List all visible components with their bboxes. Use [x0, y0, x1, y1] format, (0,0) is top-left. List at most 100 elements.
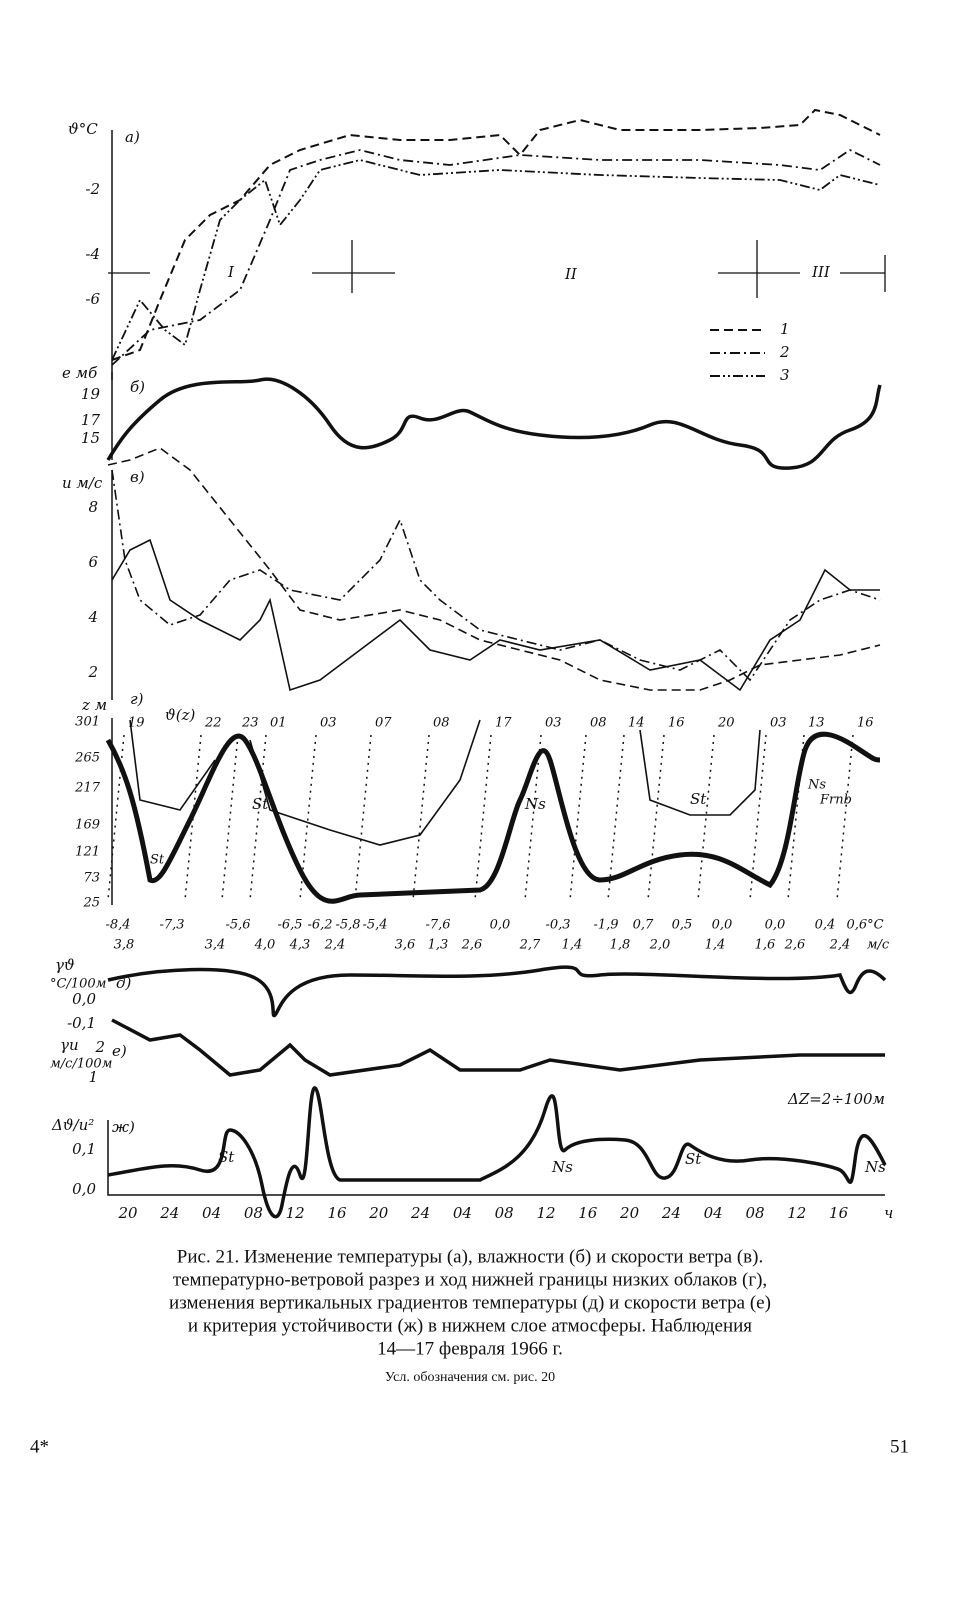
hour-label: 03: [545, 716, 562, 731]
curve-3: [111, 159, 881, 361]
temperature-label: -5,6: [225, 918, 250, 933]
wind-label: 3,4: [205, 938, 226, 953]
caption-line: Рис. 21. Изменение температуры (а), влаж…: [177, 1246, 763, 1267]
wind-label: 1,3: [428, 938, 449, 953]
temperature-label: 0,4: [815, 918, 836, 933]
tick: 301: [75, 715, 100, 730]
temperature-label: -1,9: [593, 918, 618, 933]
cloud: Ns: [864, 1158, 886, 1176]
axis-label: z м: [81, 696, 107, 714]
hour-label: 14: [628, 716, 645, 731]
tick: -4: [85, 245, 100, 263]
wind-curve-1: [107, 447, 881, 691]
wind-label: 2,4: [324, 938, 346, 953]
tick: 217: [74, 781, 101, 796]
period: III: [811, 263, 831, 281]
time-tick: 12: [536, 1204, 555, 1222]
wind-label: м/с: [867, 938, 890, 953]
temperature-label: -8,4: [105, 918, 130, 933]
time-tick: 04: [704, 1204, 723, 1222]
sounding-line: [647, 734, 665, 901]
cloud: St: [252, 795, 269, 813]
cloud: St: [690, 790, 707, 808]
sounding-line: [836, 734, 854, 901]
hour-label: 20: [717, 716, 735, 731]
sounding-line: [474, 734, 492, 901]
hour-label: 22: [204, 716, 222, 731]
caption-line: 14—17 февраля 1966 г.: [377, 1338, 563, 1359]
time-tick: 04: [453, 1204, 472, 1222]
time-tick: 24: [661, 1204, 681, 1222]
tick: 25: [82, 896, 100, 911]
hour-label: 07: [375, 716, 392, 731]
tick: 2: [94, 1038, 105, 1056]
humidity-curve: [106, 377, 882, 470]
temperature-label: 0,6°C: [846, 918, 883, 933]
time-tick: 16: [829, 1204, 849, 1222]
cloud: Ns: [807, 778, 826, 793]
page-number: 51: [890, 1436, 909, 1457]
tick: 121: [75, 845, 100, 860]
time-tick: 08: [244, 1204, 263, 1222]
tick: 0,0: [72, 990, 96, 1008]
hour-label: 03: [320, 716, 337, 731]
tick: 0,0: [72, 1180, 96, 1198]
isolines: [129, 719, 761, 846]
time-tick: 08: [745, 1204, 764, 1222]
axis-unit: м/с/100м: [50, 1057, 112, 1072]
tick: 169: [75, 818, 100, 833]
tick: 15: [81, 429, 100, 447]
legend-entry: 1: [780, 320, 790, 338]
temperature-label: -5,8: [335, 918, 360, 933]
tick: 4: [87, 608, 98, 626]
wind-label: 4,0: [254, 938, 276, 953]
wind-label: 2,4: [829, 938, 851, 953]
panel-label: г): [130, 690, 144, 708]
time-tick: 24: [410, 1204, 430, 1222]
caption-line: и критерия устойчивости (ж) в нижнем сло…: [188, 1315, 752, 1336]
sounding-line: [524, 734, 542, 901]
temperature-label: -7,6: [425, 918, 450, 933]
tick: 6: [88, 553, 98, 571]
curve-2: [111, 148, 881, 366]
tick: 73: [83, 871, 100, 886]
cloud: Ns: [524, 795, 546, 813]
legend-entry: 3: [780, 366, 790, 384]
tick: -0,1: [67, 1014, 96, 1032]
wind-label: 2,0: [649, 938, 671, 953]
wind-label: 4,3: [289, 938, 311, 953]
time-tick: 16: [327, 1204, 347, 1222]
hour-label: 23: [241, 716, 259, 731]
tick: 1: [88, 1068, 98, 1086]
wind-label: 3,8: [114, 938, 135, 953]
axis-label: γϑ: [55, 956, 75, 974]
time-tick: 20: [619, 1204, 640, 1222]
gradient-u-curve: [111, 1018, 885, 1077]
time-tick: 24: [159, 1204, 179, 1222]
wind-curve-3: [111, 538, 880, 692]
panel-label: в): [130, 468, 145, 486]
wind-label: 1,8: [610, 938, 631, 953]
panel-label: а): [125, 128, 140, 146]
cloud: St: [218, 1148, 235, 1166]
wind-label: 1,4: [705, 938, 726, 953]
temperature-label: -5,4: [362, 918, 387, 933]
tick: 0,1: [72, 1140, 96, 1158]
sounding-line: [569, 734, 587, 901]
time-tick: 20: [368, 1204, 389, 1222]
temperature-label: -6,2: [307, 918, 332, 933]
note: Усл. обозначения см. рис. 20: [385, 1370, 555, 1385]
time-tick: 08: [495, 1204, 514, 1222]
tick: 17: [81, 411, 101, 429]
curve-1: [111, 108, 881, 361]
wind-curve-2: [111, 469, 881, 682]
sounding-line: [697, 734, 715, 901]
legend-entry: 2: [779, 343, 790, 361]
time-unit: ч: [884, 1204, 893, 1222]
axis-label: Δϑ/u²: [51, 1116, 94, 1134]
caption-line: температурно-ветровой разрез и ход нижне…: [173, 1269, 767, 1290]
sounding-line: [221, 734, 239, 901]
time-tick: 12: [286, 1204, 305, 1222]
stability-curve: [107, 1086, 887, 1219]
axis-label: e мб: [62, 364, 98, 382]
